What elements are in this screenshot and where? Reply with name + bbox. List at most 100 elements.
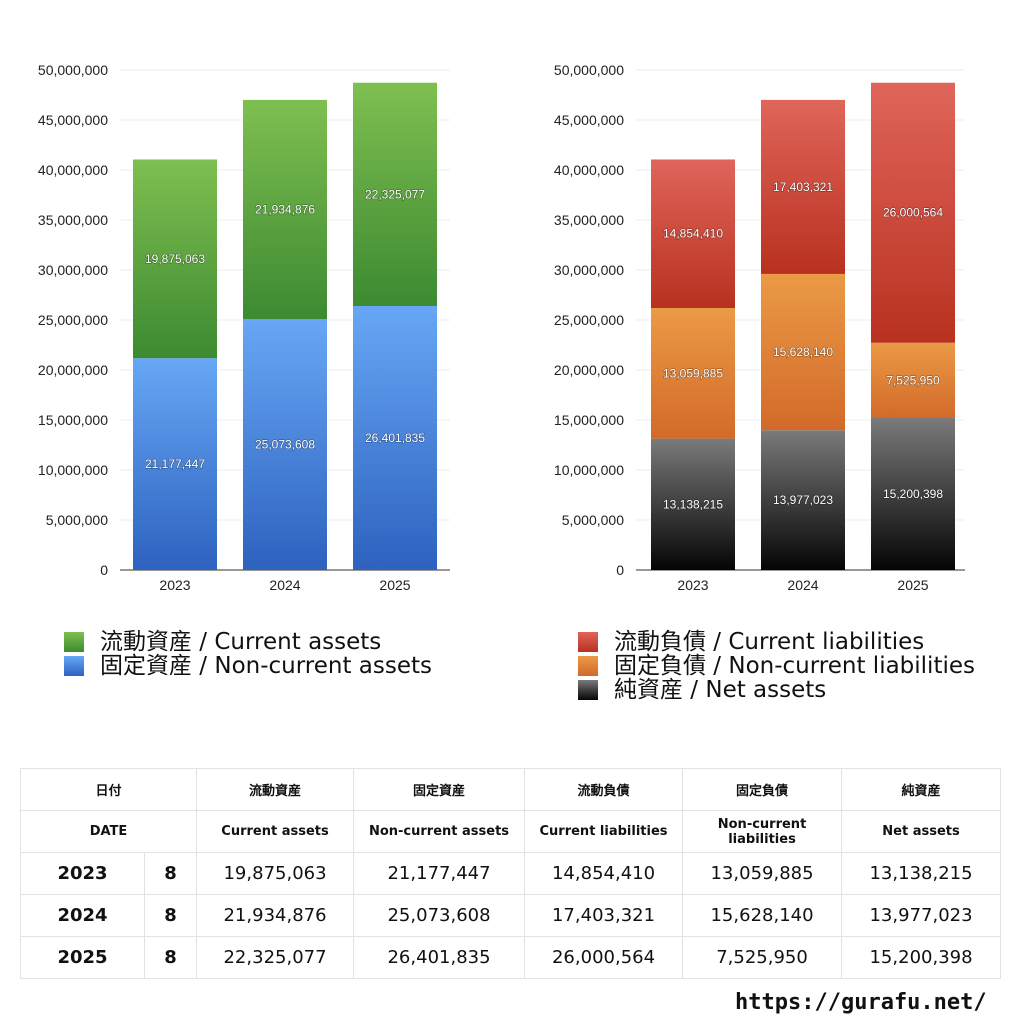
cell-net-assets: 15,200,398 xyxy=(841,936,1002,979)
header-date-en: DATE xyxy=(19,810,198,853)
bar-segment xyxy=(761,99,845,274)
y-tick-label: 45,000,000 xyxy=(554,112,624,128)
bar-segment xyxy=(133,159,217,359)
bar-value-label: 26,401,835 xyxy=(365,431,425,445)
y-tick-label: 0 xyxy=(100,562,108,578)
bar-value-label: 14,854,410 xyxy=(663,227,723,241)
cell-noncurrent-assets: 26,401,835 xyxy=(353,936,526,979)
row-year: 2025 xyxy=(20,936,145,979)
y-tick-label: 0 xyxy=(616,562,624,578)
y-tick-label: 10,000,000 xyxy=(554,462,624,478)
header-noncurrent-liabilities-jp: 固定負債 xyxy=(682,768,843,811)
row-year: 2024 xyxy=(20,894,145,937)
cell-net-assets: 13,977,023 xyxy=(841,894,1002,937)
cell-current-assets: 21,934,876 xyxy=(196,894,355,937)
cell-noncurrent-liabilities: 7,525,950 xyxy=(682,936,843,979)
legend-item: 固定負債 / Non-current liabilities xyxy=(578,654,975,678)
bar-segment xyxy=(651,438,735,570)
site-url: https://gurafu.net/ xyxy=(735,990,987,1015)
cell-current-liabilities: 26,000,564 xyxy=(524,936,684,979)
assets-legend: 流動資産 / Current assets 固定資産 / Non-current … xyxy=(64,630,432,678)
x-tick-label: 2025 xyxy=(379,577,410,593)
legend-label: 流動資産 / Current assets xyxy=(100,629,382,655)
summary-table: 日付 流動資産 固定資産 流動負債 固定負債 純資産 DATE Current … xyxy=(19,768,1002,979)
legend-swatch xyxy=(578,680,598,700)
legend-item: 純資産 / Net assets xyxy=(578,678,975,702)
y-tick-label: 25,000,000 xyxy=(38,312,108,328)
legend-swatch xyxy=(578,656,598,676)
x-tick-label: 2023 xyxy=(677,577,708,593)
x-tick-label: 2025 xyxy=(897,577,928,593)
cell-net-assets: 13,138,215 xyxy=(841,852,1002,895)
header-net-assets-en: Net assets xyxy=(841,810,1002,853)
x-tick-label: 2024 xyxy=(787,577,818,593)
legend-label: 固定資産 / Non-current assets xyxy=(100,653,433,679)
y-tick-label: 35,000,000 xyxy=(554,212,624,228)
cell-noncurrent-liabilities: 13,059,885 xyxy=(682,852,843,895)
legend-swatch xyxy=(64,632,84,652)
x-tick-label: 2024 xyxy=(269,577,300,593)
cell-noncurrent-liabilities: 15,628,140 xyxy=(682,894,843,937)
row-month: 8 xyxy=(143,936,198,979)
bar-segment xyxy=(871,417,955,570)
legend-label: 流動負債 / Current liabilities xyxy=(614,629,925,655)
legend-label: 固定負債 / Non-current liabilities xyxy=(614,653,975,679)
header-current-assets-en: Current assets xyxy=(196,810,355,853)
cell-noncurrent-assets: 25,073,608 xyxy=(353,894,526,937)
legend-item: 流動負債 / Current liabilities xyxy=(578,630,975,654)
header-noncurrent-assets-en: Non-current assets xyxy=(353,810,526,853)
bar-value-label: 26,000,564 xyxy=(883,206,943,220)
y-tick-label: 30,000,000 xyxy=(38,262,108,278)
table-header-jp: 日付 流動資産 固定資産 流動負債 固定負債 純資産 xyxy=(19,768,1002,811)
y-tick-label: 10,000,000 xyxy=(38,462,108,478)
bar-value-label: 15,200,398 xyxy=(883,487,943,501)
bar-value-label: 25,073,608 xyxy=(255,438,315,452)
y-tick-label: 40,000,000 xyxy=(38,162,108,178)
table-header-en: DATE Current assets Non-current assets C… xyxy=(19,810,1002,853)
bar-segment xyxy=(871,82,955,343)
bar-segment xyxy=(353,305,437,570)
liabilities-chart: 0 5,000,000 10,000,000 15,000,000 20,000,000… xyxy=(554,62,965,593)
legend-item: 流動資産 / Current assets xyxy=(64,630,432,654)
bar-segment xyxy=(133,358,217,570)
y-tick-label: 15,000,000 xyxy=(38,412,108,428)
header-current-liabilities-en: Current liabilities xyxy=(524,810,684,853)
y-tick-label: 50,000,000 xyxy=(554,62,624,78)
y-tick-label: 50,000,000 xyxy=(38,62,108,78)
header-date-jp: 日付 xyxy=(19,768,198,811)
row-month: 8 xyxy=(143,894,198,937)
legend-swatch xyxy=(64,656,84,676)
y-tick-label: 40,000,000 xyxy=(554,162,624,178)
header-noncurrent-liabilities-en: Non-current liabilities xyxy=(682,810,843,853)
bar-segment xyxy=(353,82,437,306)
y-tick-label: 35,000,000 xyxy=(38,212,108,228)
y-tick-label: 30,000,000 xyxy=(554,262,624,278)
assets-chart: 0 5,000,000 10,000,000 15,000,000 20,000,000… xyxy=(38,62,450,593)
bar-value-label: 22,325,077 xyxy=(365,187,425,201)
bar-segment xyxy=(761,430,845,570)
bar-value-label: 15,628,140 xyxy=(773,345,833,359)
bar-segment xyxy=(761,273,845,431)
bar-segment xyxy=(651,308,735,439)
bar-value-label: 13,138,215 xyxy=(663,497,723,511)
bar-value-label: 21,177,447 xyxy=(145,457,205,471)
y-tick-label: 5,000,000 xyxy=(562,512,624,528)
charts-canvas: 0 5,000,000 10,000,000 15,000,000 20,000,000… xyxy=(38,62,965,593)
bar-value-label: 21,934,876 xyxy=(255,203,315,217)
legend-label: 純資産 / Net assets xyxy=(614,677,827,703)
bar-value-label: 13,059,885 xyxy=(663,366,723,380)
bar-value-label: 13,977,023 xyxy=(773,493,833,507)
cell-noncurrent-assets: 21,177,447 xyxy=(353,852,526,895)
y-tick-label: 20,000,000 xyxy=(554,362,624,378)
table-row: 2025 8 22,325,077 26,401,835 26,000,564 … xyxy=(20,936,1002,979)
legend-item: 固定資産 / Non-current assets xyxy=(64,654,432,678)
y-tick-label: 20,000,000 xyxy=(38,362,108,378)
y-tick-label: 5,000,000 xyxy=(46,512,108,528)
bar-value-label: 17,403,321 xyxy=(773,180,833,194)
bar-segment xyxy=(871,342,955,418)
y-tick-label: 25,000,000 xyxy=(554,312,624,328)
header-current-assets-jp: 流動資産 xyxy=(196,768,355,811)
legend-swatch xyxy=(578,632,598,652)
cell-current-liabilities: 14,854,410 xyxy=(524,852,684,895)
row-month: 8 xyxy=(143,852,198,895)
